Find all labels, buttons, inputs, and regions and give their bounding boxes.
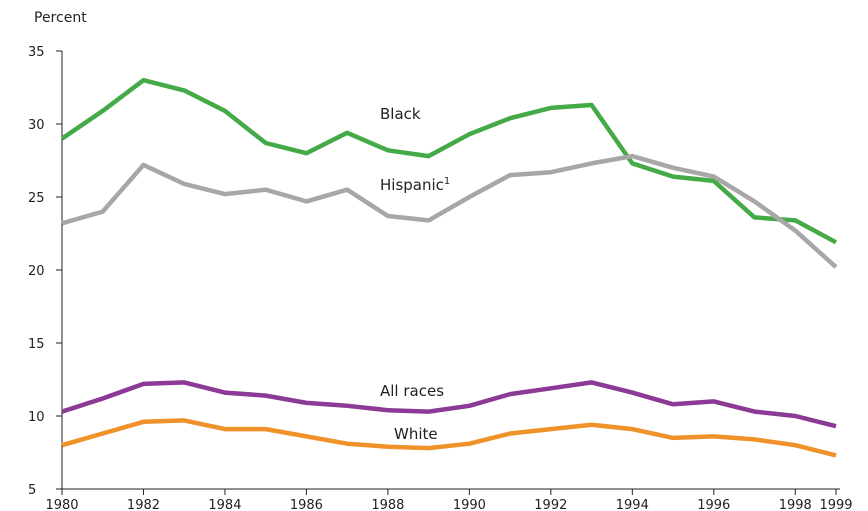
y-tick-label: 10 (28, 410, 45, 425)
y-tick-label: 30 (28, 118, 45, 133)
y-axis-ticks: 5 10 15 20 25 30 35 (28, 45, 62, 498)
y-tick-label: 20 (28, 264, 45, 279)
series-line-black (60, 77, 838, 245)
x-tick-label: 1980 (45, 498, 78, 511)
y-tick-label: 35 (28, 45, 45, 60)
series-labels: Black Hispanic1 All races White (380, 105, 450, 443)
series-lines (60, 77, 838, 458)
series-label-hispanic: Hispanic1 (380, 176, 450, 194)
x-tick-label: 1994 (616, 498, 649, 511)
x-tick-label: 1986 (290, 498, 323, 511)
series-line-all-races (61, 380, 837, 429)
series-line-white (61, 418, 837, 458)
series-label-white: White (394, 425, 438, 443)
series-label-hispanic-name: Hispanic (380, 176, 444, 194)
series-line-hispanic (61, 153, 838, 269)
y-tick-label: 5 (28, 483, 36, 498)
x-tick-label: 1996 (697, 498, 730, 511)
y-tick-label: 15 (28, 337, 45, 352)
x-tick-label: 1984 (208, 498, 241, 511)
series-label-hispanic-footnote: 1 (444, 176, 450, 187)
x-axis-ticks: 1980 1982 1984 1986 1988 1990 1992 1994 1996 1998… (45, 489, 853, 511)
x-tick-label: 1999 (819, 498, 852, 511)
x-tick-label: 1982 (127, 498, 160, 511)
y-axis-title: Percent (34, 10, 87, 26)
series-label-all-races: All races (380, 382, 444, 400)
x-tick-label: 1998 (779, 498, 812, 511)
y-tick-label: 25 (28, 191, 45, 206)
x-tick-label: 1990 (453, 498, 486, 511)
x-tick-label: 1992 (534, 498, 567, 511)
series-label-black: Black (380, 105, 421, 123)
x-tick-label: 1988 (371, 498, 404, 511)
